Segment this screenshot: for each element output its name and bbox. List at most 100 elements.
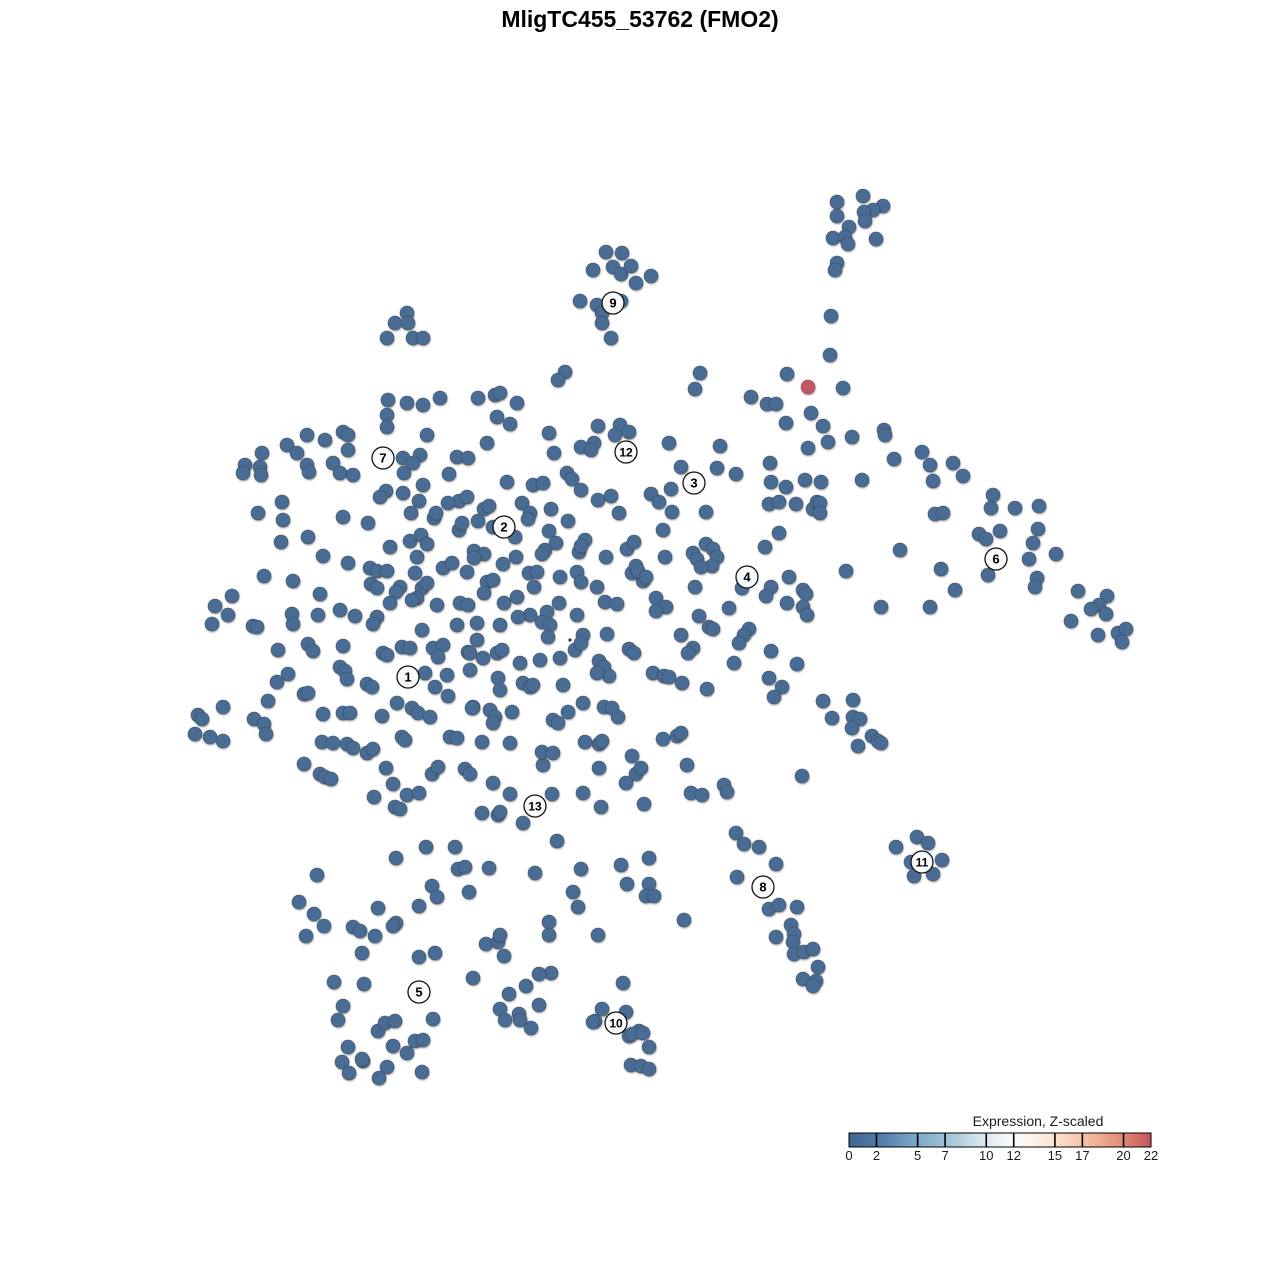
data-point <box>481 498 497 514</box>
legend-tick-label: 7 <box>941 1148 948 1163</box>
data-point <box>1114 634 1130 650</box>
data-point <box>399 395 415 411</box>
legend-gradient-bar <box>848 1132 1152 1148</box>
data-point <box>250 505 266 521</box>
data-point <box>778 479 794 495</box>
data-point <box>470 390 486 406</box>
data-point <box>403 505 419 521</box>
data-point <box>305 643 321 659</box>
data-point <box>419 575 435 591</box>
data-point <box>496 948 512 964</box>
data-point <box>1070 583 1086 599</box>
data-point <box>983 500 999 516</box>
data-point <box>651 494 667 510</box>
data-point <box>829 194 845 210</box>
data-point <box>789 899 805 915</box>
data-point <box>312 586 328 602</box>
cluster-label-circle-11 <box>910 850 934 874</box>
data-point <box>479 435 495 451</box>
data-point <box>380 392 396 408</box>
data-point <box>509 589 525 605</box>
data-point <box>194 711 210 727</box>
data-point <box>518 978 534 994</box>
data-point <box>399 1045 415 1061</box>
data-point <box>598 244 614 260</box>
data-point <box>492 927 508 943</box>
data-point <box>646 888 662 904</box>
data-point <box>534 546 550 562</box>
data-point <box>326 974 342 990</box>
data-point <box>838 563 854 579</box>
data-point <box>549 833 565 849</box>
data-point <box>728 466 744 482</box>
data-point <box>636 796 652 812</box>
data-point <box>389 695 405 711</box>
data-point <box>439 667 455 683</box>
data-point <box>379 330 395 346</box>
data-point <box>545 745 561 761</box>
data-point <box>370 900 386 916</box>
data-point <box>289 445 305 461</box>
legend-tick-label: 0 <box>845 1148 852 1163</box>
data-point <box>444 555 460 571</box>
data-point <box>761 670 777 686</box>
legend-tick-label: 5 <box>914 1148 921 1163</box>
data-point <box>400 315 416 331</box>
data-point <box>573 574 589 590</box>
legend-title: Expression, Z-scaled <box>973 1113 1104 1129</box>
data-point <box>573 482 589 498</box>
data-point <box>365 616 381 632</box>
data-point <box>560 513 576 529</box>
data-point <box>692 365 708 381</box>
cluster-label-text-5: 5 <box>415 985 422 1000</box>
data-point <box>543 501 559 517</box>
data-point <box>922 457 938 473</box>
data-point <box>854 472 870 488</box>
cluster-label-circle-13 <box>523 794 547 818</box>
data-point <box>402 640 418 656</box>
data-point <box>575 785 591 801</box>
data-point <box>815 418 831 434</box>
legend-tick-label: 2 <box>873 1148 880 1163</box>
data-point <box>613 857 629 873</box>
data-point <box>449 617 465 633</box>
data-point <box>698 504 714 520</box>
data-point <box>460 450 476 466</box>
data-point <box>609 596 625 612</box>
data-point <box>411 898 427 914</box>
data-point <box>335 638 351 654</box>
data-point <box>499 474 515 490</box>
data-point <box>256 568 272 584</box>
data-point <box>615 975 631 991</box>
cluster-label-text-1: 1 <box>404 670 411 685</box>
data-point <box>824 710 840 726</box>
data-point <box>325 735 341 751</box>
data-point <box>934 852 950 868</box>
data-point <box>1083 601 1099 617</box>
data-point <box>768 856 784 872</box>
cluster-label-text-13: 13 <box>528 799 542 813</box>
data-point <box>815 693 831 709</box>
legend-tick-label: 10 <box>979 1148 993 1163</box>
data-point <box>497 1012 513 1028</box>
cluster-label-text-4: 4 <box>743 570 751 585</box>
data-point <box>548 535 564 551</box>
data-point <box>694 787 710 803</box>
data-point <box>441 466 457 482</box>
data-point <box>510 609 526 625</box>
data-point <box>719 784 735 800</box>
data-point <box>603 488 619 504</box>
data-point <box>347 608 363 624</box>
data-point <box>404 592 420 608</box>
data-point <box>428 505 444 521</box>
data-point <box>315 706 331 722</box>
data-point <box>768 929 784 945</box>
data-point <box>873 599 889 615</box>
data-point <box>985 487 1001 503</box>
data-point <box>679 757 695 773</box>
data-point <box>339 671 355 687</box>
data-point <box>638 569 654 585</box>
data-point <box>459 489 475 505</box>
data-point <box>805 941 821 957</box>
data-point <box>823 308 839 324</box>
